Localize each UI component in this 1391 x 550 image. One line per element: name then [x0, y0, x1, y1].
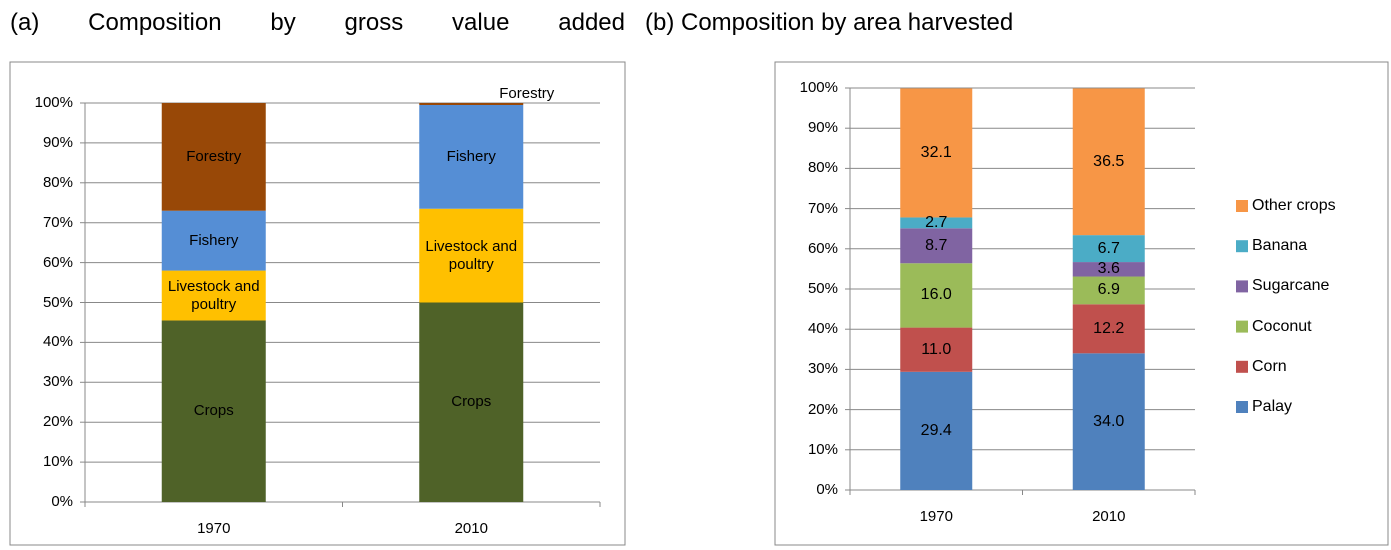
- chart-title: (a) Composition by gross value added: [10, 9, 625, 36]
- y-tick-label: 20%: [42, 413, 73, 431]
- y-tick-label: 10%: [807, 440, 838, 458]
- y-tick-label: 90%: [807, 119, 838, 137]
- bar-segment: [1072, 276, 1145, 305]
- legend-label: Banana: [1252, 237, 1308, 255]
- data-label: 6.9: [1097, 281, 1120, 299]
- bar-segment: [161, 320, 266, 502]
- y-tick-label: 10%: [42, 453, 73, 471]
- data-label: 32.1: [920, 143, 952, 161]
- y-tick-label: 20%: [807, 400, 838, 418]
- bar-segment: [900, 327, 973, 372]
- legend-swatch: [1236, 401, 1248, 413]
- data-label: 11.0: [921, 340, 952, 358]
- bar-segment: [900, 217, 973, 229]
- bar-segment: [161, 210, 266, 271]
- bar-segment: [161, 270, 266, 321]
- segment-label: Livestock and poultry: [167, 277, 260, 313]
- data-label: 12.2: [1093, 319, 1125, 337]
- segment-label: Fishery: [446, 147, 496, 165]
- y-tick-label: 40%: [807, 320, 838, 338]
- bar-segment: [419, 104, 524, 209]
- y-tick-label: 80%: [42, 173, 73, 191]
- legend-label: Corn: [1252, 357, 1287, 375]
- data-label: 6.7: [1097, 239, 1120, 257]
- bar-segment: [1072, 262, 1145, 277]
- chart-title: (b) Composition by area harvested: [645, 9, 1014, 36]
- bar-segment: [419, 302, 524, 502]
- y-tick-label: 100%: [799, 79, 838, 96]
- legend-swatch: [1236, 240, 1248, 253]
- data-label: 29.4: [920, 421, 952, 439]
- chart-frame: [9, 61, 626, 546]
- bar-segment: [1072, 235, 1145, 263]
- y-tick-label: 50%: [807, 280, 838, 297]
- data-label: 16.0: [920, 286, 952, 304]
- segment-label: Crops: [193, 402, 234, 420]
- legend-label: Palay: [1252, 398, 1293, 415]
- segment-label: Livestock and poultry: [425, 237, 518, 273]
- bar-segment: [419, 208, 524, 303]
- data-label: 3.6: [1097, 260, 1120, 278]
- y-tick-label: 40%: [42, 333, 73, 351]
- legend-swatch: [1236, 280, 1248, 293]
- y-tick-label: 70%: [807, 199, 838, 217]
- x-tick-label: 2010: [454, 520, 488, 537]
- y-tick-label: 70%: [42, 213, 73, 231]
- legend-label: Coconut: [1252, 317, 1312, 335]
- segment-label: Crops: [451, 393, 492, 411]
- legend-label: Other crops: [1252, 197, 1336, 214]
- bar-segment: [900, 371, 973, 490]
- data-label: 2.7: [925, 213, 948, 231]
- y-tick-label: 80%: [807, 159, 838, 177]
- y-tick-label: 50%: [42, 293, 73, 311]
- y-tick-label: 30%: [807, 360, 838, 378]
- legend-label: Sugarcane: [1252, 277, 1330, 295]
- y-tick-label: 0%: [816, 481, 838, 498]
- y-tick-label: 60%: [807, 239, 838, 257]
- bar-segment: [161, 103, 266, 211]
- y-tick-label: 0%: [51, 493, 73, 510]
- segment-label: Forestry: [186, 147, 242, 165]
- y-tick-label: 30%: [42, 373, 73, 391]
- segment-label: Fishery: [189, 231, 239, 249]
- bar-segment: [419, 103, 524, 105]
- data-label: 34.0: [1093, 412, 1125, 430]
- bar-segment: [900, 263, 973, 328]
- x-tick-label: 1970: [919, 508, 953, 525]
- bar-segment: [1072, 304, 1145, 354]
- y-tick-label: 100%: [34, 94, 73, 111]
- segment-label: Forestry: [499, 85, 555, 102]
- data-label: 36.5: [1093, 152, 1125, 170]
- legend-swatch: [1236, 200, 1248, 212]
- y-tick-label: 60%: [42, 253, 73, 271]
- bar-segment: [1072, 353, 1145, 490]
- legend-swatch: [1236, 360, 1248, 373]
- bar-segment: [900, 88, 973, 218]
- x-tick-label: 1970: [197, 520, 231, 537]
- legend-swatch: [1236, 320, 1248, 333]
- y-tick-label: 90%: [42, 133, 73, 151]
- x-tick-label: 2010: [1092, 508, 1126, 525]
- bar-segment: [900, 228, 973, 264]
- bar-segment: [1072, 88, 1145, 236]
- data-label: 8.7: [925, 236, 948, 254]
